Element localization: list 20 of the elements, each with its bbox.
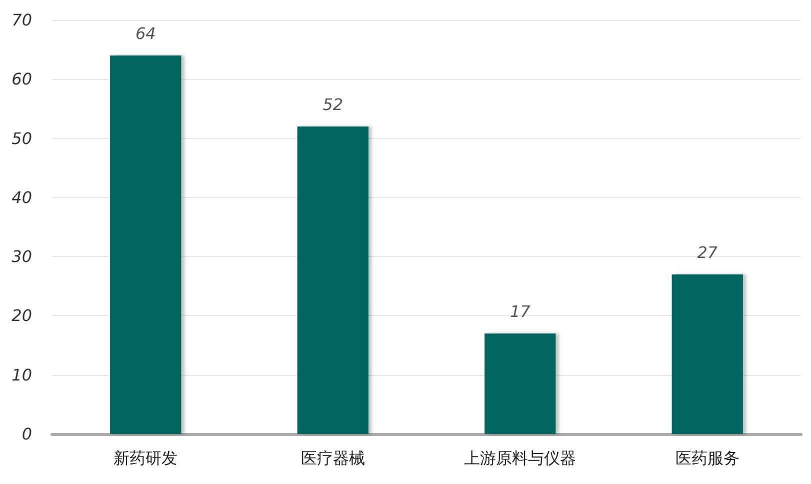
y-tick-label: 10 bbox=[12, 365, 32, 384]
data-label: 27 bbox=[697, 242, 718, 262]
data-label: 17 bbox=[510, 302, 532, 321]
bar bbox=[297, 126, 368, 434]
x-tick-label: 医疗器械 bbox=[300, 448, 365, 468]
bar bbox=[110, 55, 182, 434]
y-tick-label: 30 bbox=[12, 247, 32, 266]
y-tick-label: 50 bbox=[12, 128, 32, 148]
y-tick-label: 0 bbox=[22, 424, 32, 444]
y-tick-label: 60 bbox=[12, 70, 32, 89]
y-tick-label: 20 bbox=[12, 306, 32, 326]
data-label: 64 bbox=[135, 24, 156, 43]
x-tick-label: 上游原料与仪器 bbox=[464, 448, 576, 468]
y-tick-label: 70 bbox=[12, 10, 32, 30]
data-label: 52 bbox=[322, 94, 344, 114]
bar bbox=[672, 274, 743, 434]
y-tick-label: 40 bbox=[12, 188, 32, 207]
x-tick-label: 新药研发 bbox=[114, 448, 178, 468]
x-tick-label: 医药服务 bbox=[675, 448, 740, 468]
bar bbox=[484, 333, 556, 434]
